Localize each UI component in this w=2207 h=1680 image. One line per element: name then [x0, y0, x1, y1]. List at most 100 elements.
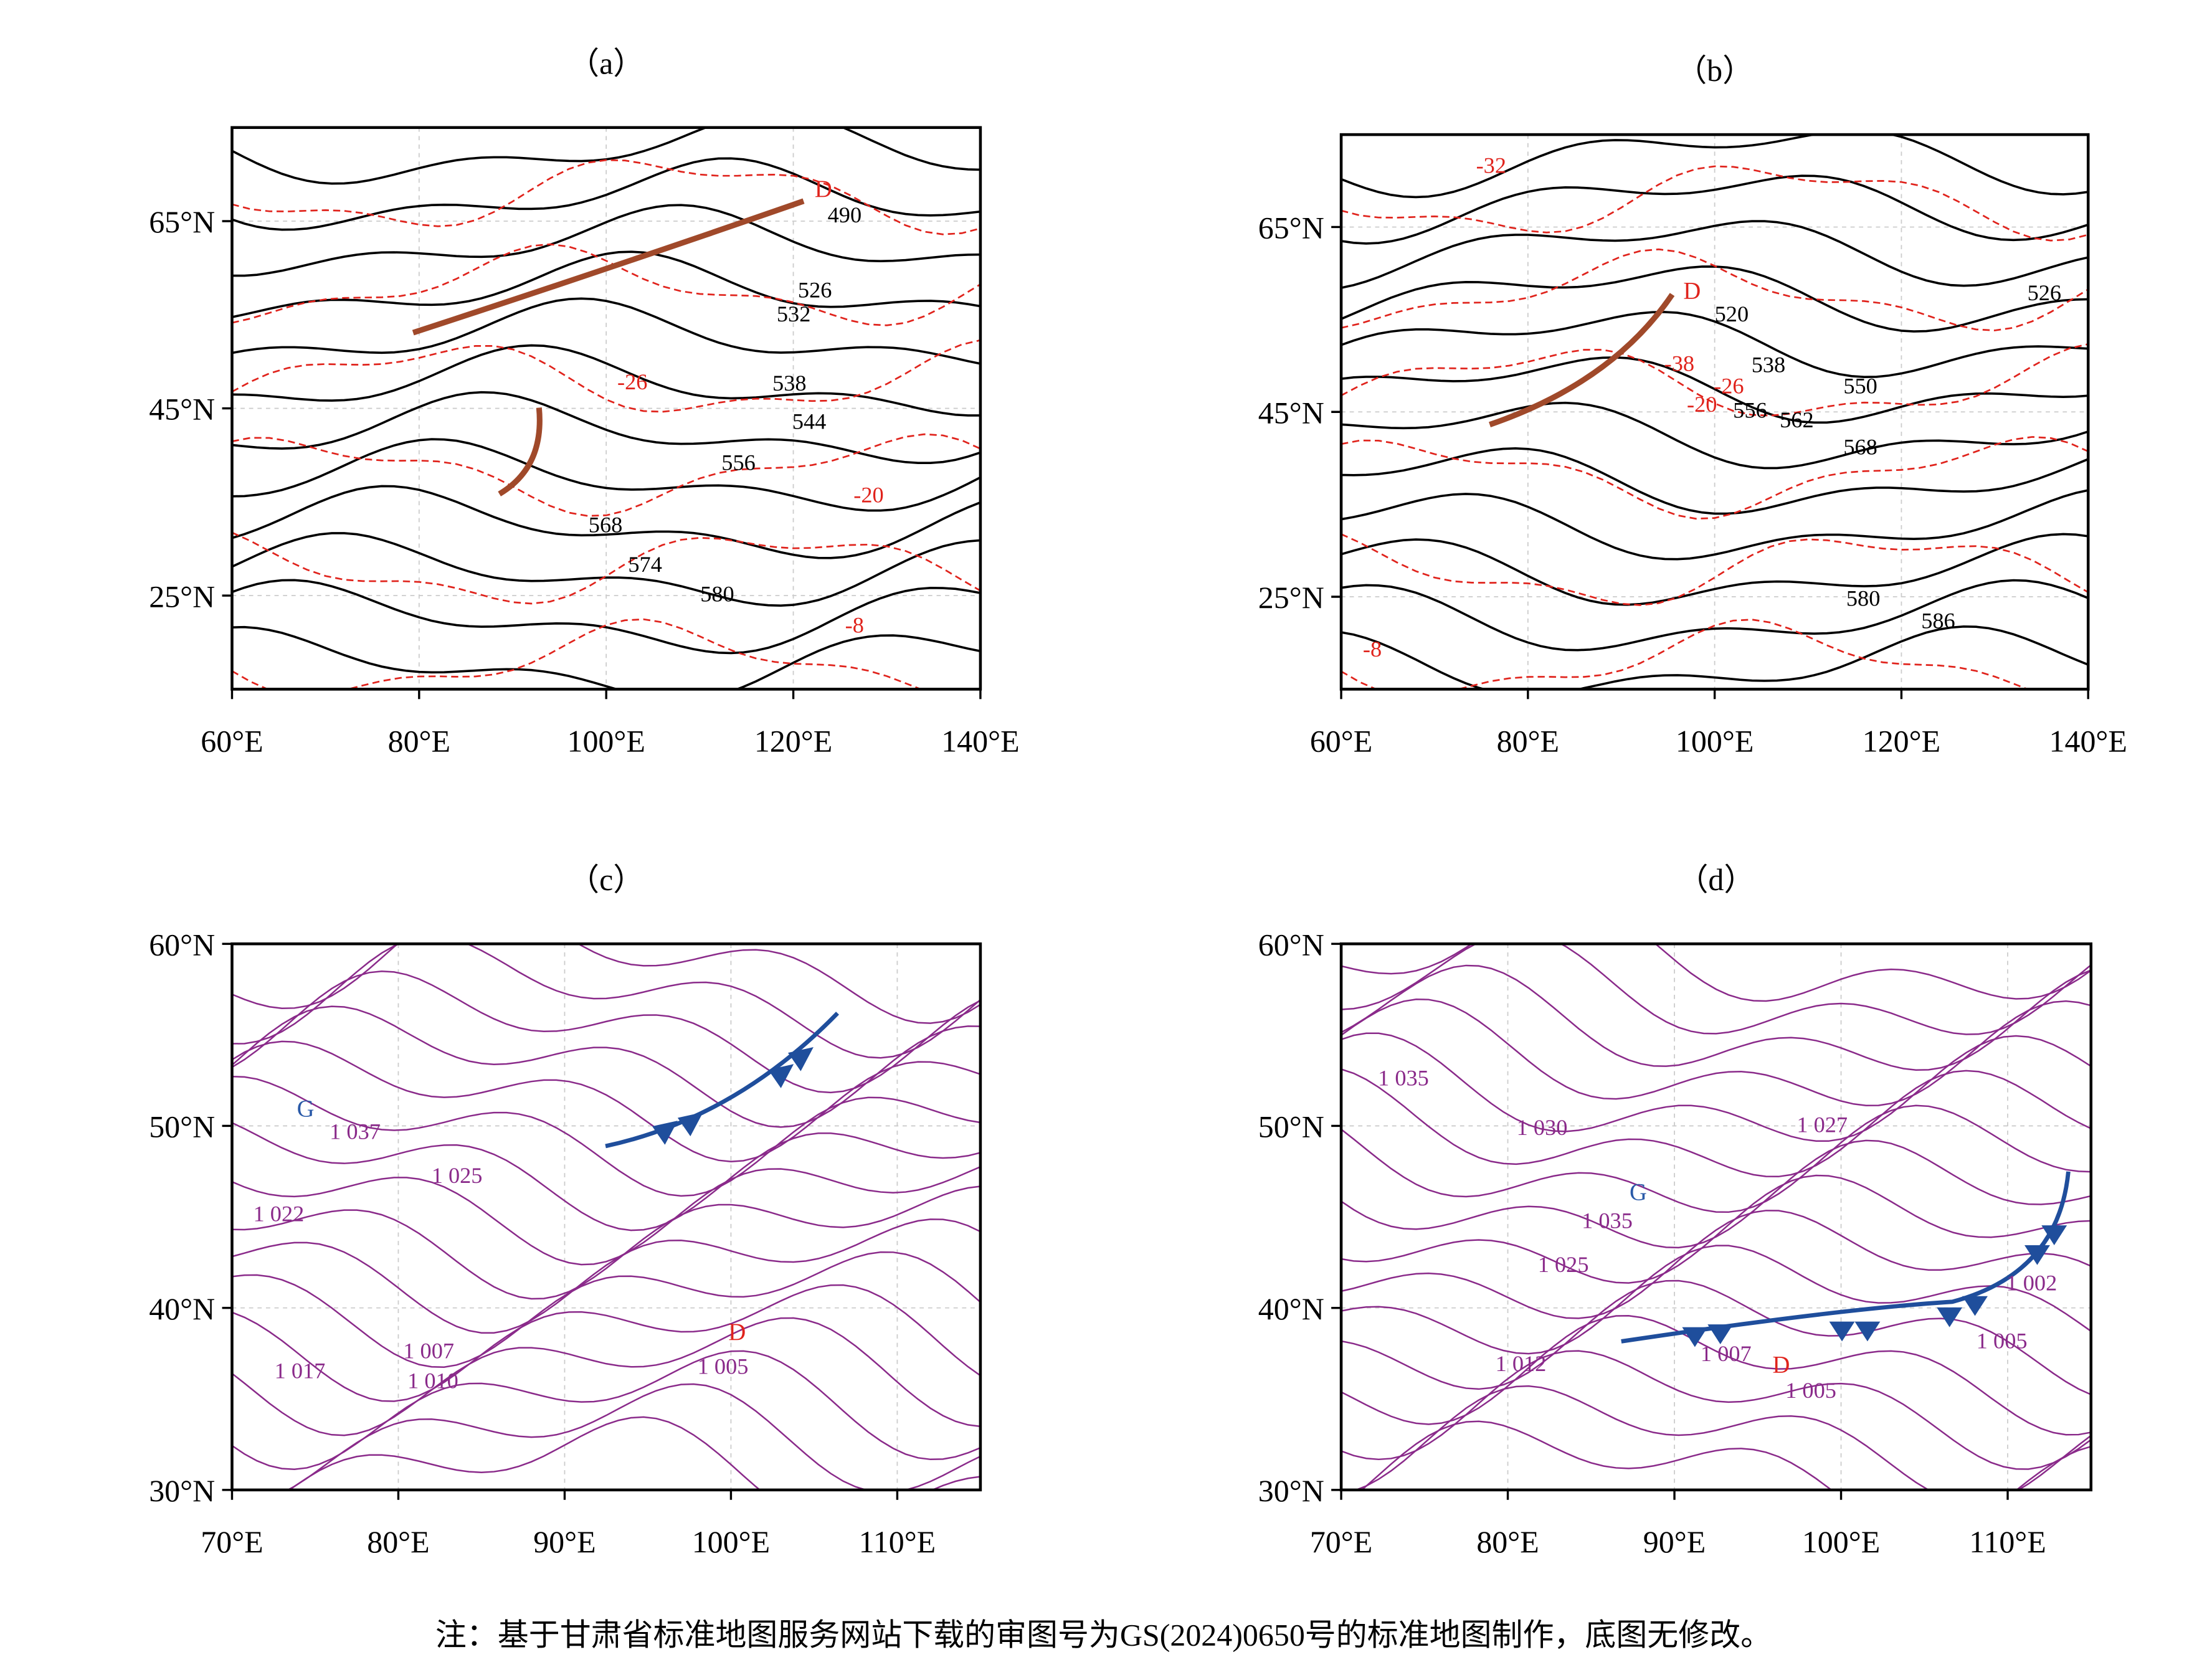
isoline [232, 1284, 980, 1402]
isoline [1360, 1420, 2091, 1490]
contour-label: 562 [1780, 407, 1813, 432]
x-tick-label: 80°E [1476, 1524, 1539, 1559]
isoline [288, 1416, 980, 1490]
temperature-label: -32 [1476, 153, 1506, 178]
x-tick-label: 60°E [1310, 723, 1372, 758]
y-tick-label: 50°N [149, 1109, 215, 1144]
contour-label: 538 [772, 371, 807, 396]
y-tick-label: 60°N [1258, 927, 1324, 962]
x-tick-label: 100°E [692, 1524, 770, 1559]
isotherm [232, 243, 980, 326]
y-tick-label: 65°N [1258, 211, 1324, 245]
map-area [1341, 944, 2091, 1490]
front-triangle [788, 1046, 814, 1071]
contour-label: 586 [1921, 609, 1955, 634]
isoline [232, 1218, 980, 1334]
map-panel: （a） 60°E 80°E 100°E 120°E 140°E 25°N 45°N 65°N 49… [149, 45, 1019, 758]
contour-label: 1 022 [254, 1201, 305, 1226]
isotherm [1341, 533, 2089, 606]
isoline [1341, 1279, 2091, 1395]
contour-label: 544 [792, 409, 827, 434]
isotherm [232, 159, 980, 235]
contour-label: 490 [828, 202, 861, 227]
isoline [1341, 447, 2089, 515]
isoline [1354, 1385, 2091, 1490]
front-triangle [1707, 1324, 1734, 1344]
isoline [232, 1075, 980, 1197]
isoline [232, 204, 980, 277]
x-tick-label: 80°E [1497, 723, 1559, 758]
isoline [232, 1165, 980, 1266]
isoline [1341, 1068, 2091, 1178]
isoline [1341, 944, 2091, 1035]
cold-front [1621, 1171, 2071, 1344]
x-tick-label: 100°E [1676, 723, 1754, 758]
contour-label: 580 [700, 582, 734, 607]
front-triangle [1962, 1296, 1988, 1316]
isotherm [232, 339, 980, 413]
map-area [232, 127, 980, 690]
y-tick-label: 25°N [1258, 580, 1324, 615]
center-marker: G [1630, 1179, 1647, 1205]
isoline [232, 438, 980, 512]
panel-label: （b） [1676, 53, 1754, 88]
front-triangle [1854, 1321, 1881, 1342]
x-tick-label: 70°E [1310, 1524, 1372, 1559]
isoline [232, 579, 980, 655]
front-triangle [2041, 1225, 2067, 1245]
contour-label: 532 [777, 301, 811, 326]
map-panel: （d） 70°E 80°E 90°E 100°E 110°E 30°N 40°N 50°N 60°… [1258, 862, 2093, 1559]
temperature-label: -38 [1664, 351, 1694, 376]
isoline [232, 625, 980, 690]
isotherm [232, 618, 923, 690]
contour-label: 526 [2028, 280, 2062, 305]
center-marker: D [1772, 1352, 1790, 1378]
isoline [1341, 220, 2089, 289]
isoline [1341, 1104, 2091, 1213]
y-tick-label: 40°N [1258, 1291, 1324, 1326]
isoline [232, 944, 980, 1059]
front-triangle [1682, 1327, 1708, 1347]
front-triangle [677, 1112, 703, 1137]
front-triangle [1829, 1321, 1855, 1342]
temperature-label: -8 [1363, 637, 1382, 662]
center-marker: G [297, 1096, 315, 1122]
isoline [232, 1317, 980, 1436]
y-tick-label: 50°N [1258, 1109, 1324, 1144]
map-area [232, 944, 980, 1490]
contour-label: 550 [1843, 374, 1877, 399]
x-tick-label: 70°E [201, 1524, 263, 1559]
temperature-label: -20 [853, 483, 883, 508]
isoline [1341, 579, 2089, 652]
contour-label: 1 010 [407, 1368, 458, 1393]
isoline [1341, 1245, 2091, 1355]
contour-label: 1 002 [2006, 1271, 2057, 1296]
contour-label: 520 [1715, 301, 1749, 326]
isoline [1341, 356, 2089, 424]
contour-label: 568 [589, 512, 623, 537]
isoline [232, 532, 980, 607]
map-frame [230, 942, 982, 1492]
isoline [1341, 964, 2091, 1071]
contour-label: 580 [1846, 586, 1881, 610]
contour-label: 538 [1752, 353, 1786, 377]
x-tick-label: 140°E [2049, 723, 2127, 758]
front-triangle [652, 1121, 678, 1145]
temperature-label: -20 [1687, 392, 1717, 417]
y-tick-label: 60°N [149, 927, 215, 962]
cold-front [605, 1012, 839, 1149]
contour-label: 568 [1843, 434, 1877, 459]
front-triangle [768, 1064, 794, 1088]
contour-label: 1 035 [1582, 1208, 1633, 1233]
isoline [232, 944, 980, 1024]
x-tick-label: 80°E [388, 723, 450, 758]
isoline [1341, 401, 2089, 470]
y-tick-label: 25°N [149, 579, 215, 614]
y-tick-label: 45°N [1258, 395, 1324, 430]
isoline [232, 1251, 980, 1368]
isoline [232, 485, 980, 559]
front-triangle [1937, 1307, 1963, 1327]
x-tick-label: 120°E [1863, 723, 1940, 758]
isoline [232, 1185, 980, 1300]
contour-label: 556 [1733, 397, 1767, 422]
